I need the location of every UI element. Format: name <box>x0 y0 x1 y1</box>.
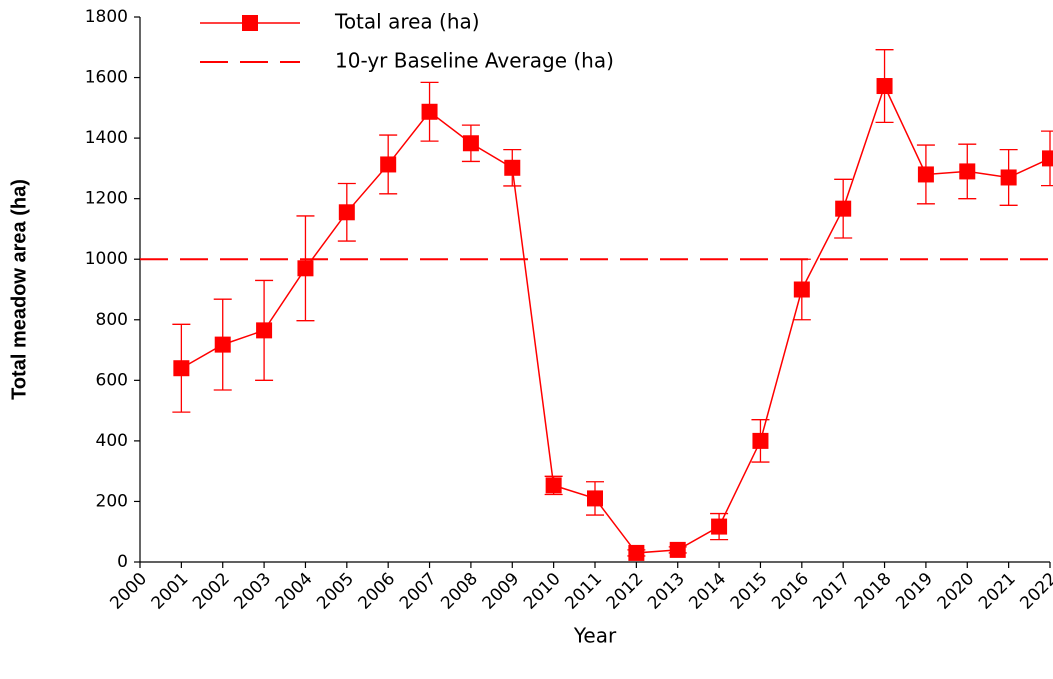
marker <box>256 322 273 339</box>
marker <box>628 544 645 561</box>
marker <box>793 281 810 298</box>
x-tick-label: 2006 <box>355 569 400 614</box>
x-tick-label: 2002 <box>189 569 234 614</box>
x-tick-label: 2018 <box>851 569 896 614</box>
x-tick-label: 2013 <box>644 569 689 614</box>
marker <box>338 204 355 221</box>
marker <box>421 103 438 120</box>
y-tick-label: 0 <box>117 552 128 572</box>
marker <box>876 78 893 95</box>
x-tick-label: 2003 <box>230 569 275 614</box>
marker <box>297 260 314 277</box>
x-tick-label: 2004 <box>272 569 317 614</box>
marker <box>504 159 521 176</box>
x-tick-label: 2010 <box>520 569 565 614</box>
data-line <box>180 84 1051 554</box>
legend-marker <box>242 15 258 31</box>
y-tick-label: 400 <box>96 431 128 451</box>
y-tick-label: 1800 <box>85 7 128 27</box>
x-axis-label: Year <box>573 624 617 648</box>
marker <box>462 135 479 152</box>
marker <box>835 200 852 217</box>
marker <box>380 156 397 173</box>
x-tick-label: 2021 <box>975 569 1020 614</box>
marker <box>1000 169 1017 186</box>
x-tick-label: 2014 <box>685 569 730 614</box>
y-tick-label: 1400 <box>85 128 128 148</box>
marker <box>669 541 686 558</box>
marker <box>752 432 769 449</box>
marker <box>917 166 934 183</box>
x-tick-label: 2020 <box>934 569 979 614</box>
legend-label: 10-yr Baseline Average (ha) <box>335 49 614 73</box>
x-tick-label: 2009 <box>479 569 524 614</box>
marker <box>587 490 603 507</box>
x-tick-label: 2008 <box>437 569 482 614</box>
y-tick-label: 800 <box>96 310 128 330</box>
x-tick-label: 2015 <box>727 569 772 614</box>
legend-label: Total area (ha) <box>334 10 480 34</box>
y-tick-label: 1200 <box>85 189 128 209</box>
y-tick-label: 600 <box>96 370 128 390</box>
marker <box>711 518 728 535</box>
x-tick-label: 2017 <box>810 569 855 614</box>
marker <box>1042 150 1053 167</box>
x-tick-label: 2022 <box>1016 569 1053 614</box>
x-tick-label: 2012 <box>603 569 648 614</box>
x-tick-label: 2019 <box>892 569 937 614</box>
y-axis-label: Total meadow area (ha) <box>8 179 30 400</box>
y-tick-label: 200 <box>96 491 128 511</box>
x-tick-label: 2001 <box>148 569 193 614</box>
x-tick-label: 2000 <box>106 569 151 614</box>
x-tick-label: 2005 <box>313 569 358 614</box>
y-tick-label: 1600 <box>85 68 128 88</box>
y-tick-label: 1000 <box>85 249 128 269</box>
x-tick-label: 2016 <box>768 569 813 614</box>
marker <box>959 163 976 180</box>
marker <box>214 336 231 353</box>
x-tick-label: 2011 <box>561 569 606 614</box>
x-tick-label: 2007 <box>396 569 441 614</box>
marker <box>545 477 562 494</box>
marker <box>173 360 190 377</box>
